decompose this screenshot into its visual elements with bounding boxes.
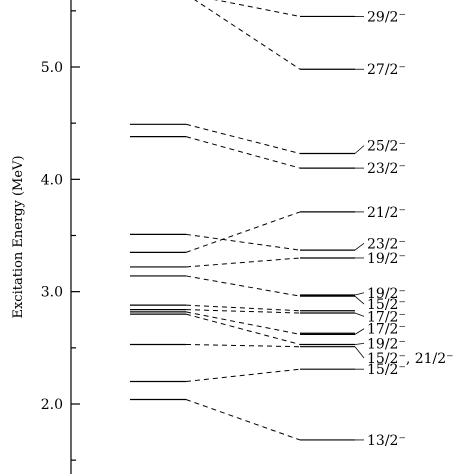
level-link <box>213 0 301 17</box>
y-axis-title: Excitation Energy (MeV) <box>11 155 26 318</box>
level-link <box>185 275 301 297</box>
spin-label: 19/2⁻ <box>367 336 406 352</box>
y-tick-label: 2.0 <box>41 397 63 413</box>
label-connector <box>354 145 365 154</box>
level-link <box>185 123 301 154</box>
level-link <box>185 309 301 314</box>
spin-label: 21/2⁻ <box>367 205 406 221</box>
level-link <box>185 313 301 345</box>
level-link <box>185 211 301 253</box>
level-link <box>185 257 301 268</box>
level-link <box>185 136 301 169</box>
spin-label: 23/2⁻ <box>367 236 406 252</box>
level-link <box>185 399 301 441</box>
spin-label: 23/2⁻ <box>367 161 406 177</box>
spin-label: 15/2⁻ <box>367 297 406 313</box>
y-axis: 2.0 3.0 4.0 5.0 <box>41 0 80 474</box>
spin-label: 15/2⁻ <box>367 362 406 378</box>
level-link <box>194 0 301 70</box>
spin-label: 13/2⁻ <box>367 433 406 449</box>
spin-label: 27/2⁻ <box>367 62 406 78</box>
y-tick-label: 5.0 <box>41 60 63 76</box>
level-link <box>185 304 301 312</box>
y-tick-label: 4.0 <box>41 172 63 188</box>
level-link <box>185 368 301 383</box>
experimental-levels <box>300 15 355 441</box>
level-link <box>185 343 301 348</box>
label-connector <box>354 295 365 305</box>
calculated-levels <box>130 123 186 401</box>
label-connector <box>354 346 365 359</box>
y-tick-label: 3.0 <box>41 285 63 301</box>
spin-label: 17/2⁻ <box>367 322 406 338</box>
spin-label: 25/2⁻ <box>367 139 406 155</box>
spin-labels: 13/2⁻15/2⁻15/2⁻, 21/2⁻19/2⁻17/2⁻17/2⁻15/… <box>354 9 454 449</box>
level-correspondence-links <box>185 0 301 441</box>
label-connector <box>354 243 365 251</box>
spin-label: 15/2⁻, 21/2⁻ <box>367 351 454 367</box>
label-connector <box>354 328 365 335</box>
spin-label: 19/2⁻ <box>367 286 406 302</box>
label-connector <box>354 312 365 317</box>
level-link <box>185 233 301 251</box>
label-connector <box>354 292 365 296</box>
spin-label: 19/2⁻ <box>367 251 406 267</box>
spin-label: 17/2⁻ <box>367 309 406 325</box>
label-connector <box>354 342 365 345</box>
spin-label: 29/2⁻ <box>367 9 406 25</box>
level-link <box>185 311 301 335</box>
